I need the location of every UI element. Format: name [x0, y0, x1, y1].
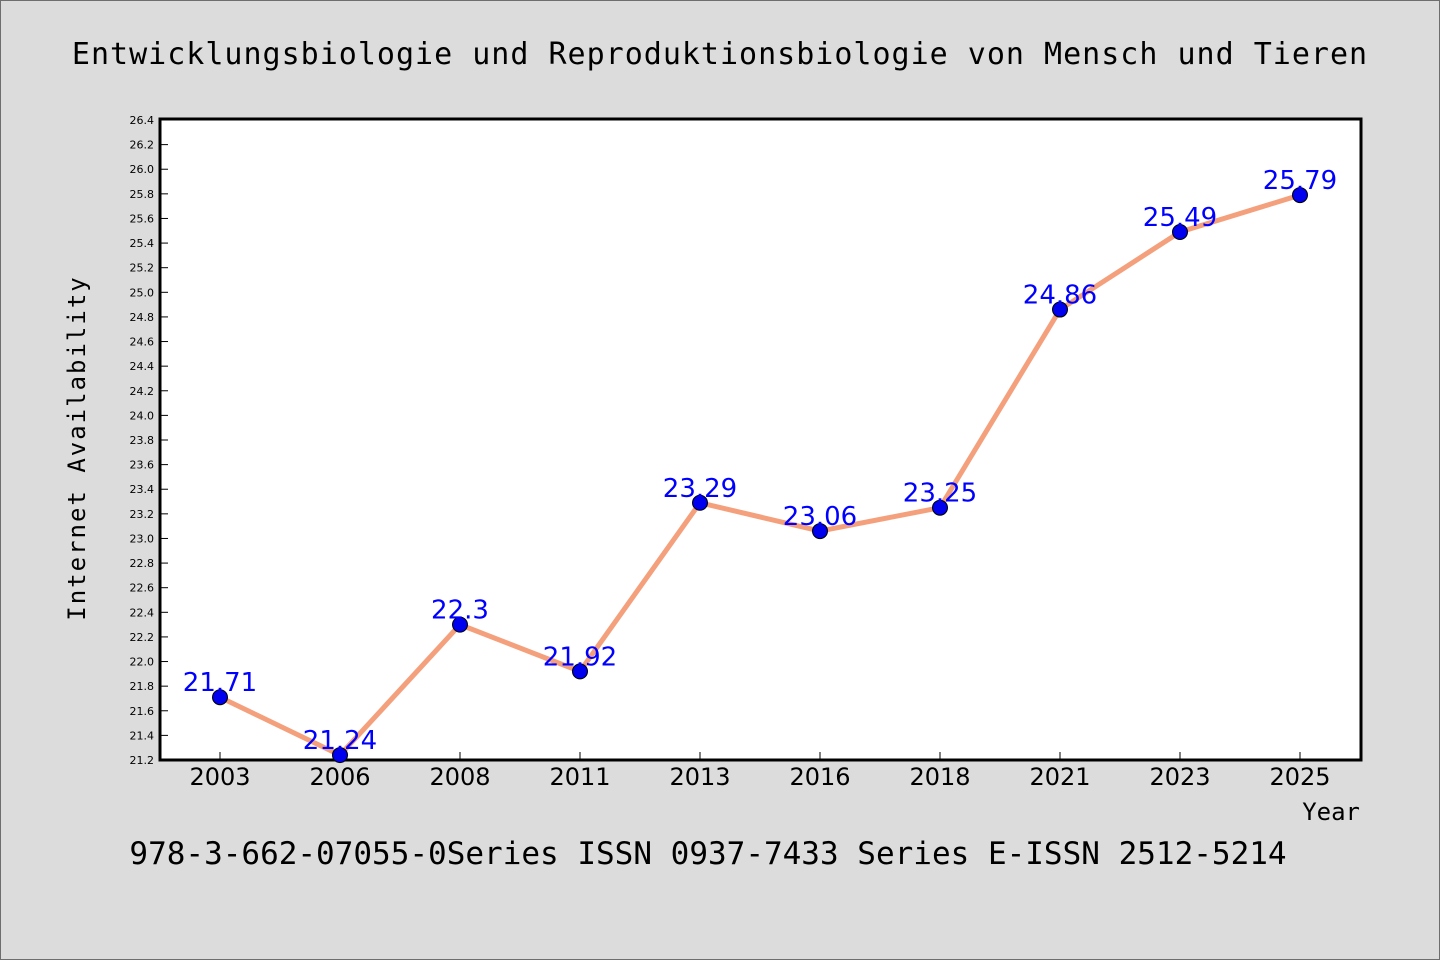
x-axis-label: Year — [1302, 798, 1360, 826]
y-tick-label: 25.6 — [130, 212, 155, 225]
y-tick-label: 24.2 — [130, 385, 155, 398]
data-point — [212, 689, 228, 706]
y-tick-label: 22.2 — [130, 631, 155, 644]
y-tick-label: 22.8 — [130, 557, 155, 570]
data-label: 21.71 — [183, 668, 257, 698]
x-tick-label: 2003 — [189, 763, 250, 791]
data-point — [692, 494, 708, 511]
data-point — [1172, 224, 1188, 240]
y-tick-label: 24.8 — [130, 311, 155, 324]
y-tick-label: 23.8 — [130, 434, 155, 447]
y-tick-label: 26.4 — [130, 114, 155, 127]
x-tick-label: 2025 — [1269, 763, 1330, 791]
y-tick-label: 21.2 — [130, 754, 155, 767]
x-tick-label: 2016 — [789, 763, 850, 791]
y-tick-label: 23.0 — [130, 532, 155, 545]
isbn-issn-footer: 978-3-662-07055-0Series ISSN 0937-7433 S… — [129, 836, 1286, 872]
data-label: 23.06 — [783, 502, 857, 532]
data-label: 24.86 — [1023, 281, 1097, 311]
x-axis-ticks: 2003 2006 2008 2011 2013 2016 2018 2021 2023 2025 — [189, 752, 1331, 791]
y-tick-label: 23.2 — [130, 508, 155, 521]
data-point — [452, 616, 468, 633]
plot-area — [158, 117, 1363, 762]
x-tick-label: 2011 — [549, 763, 610, 791]
x-tick-label: 2006 — [309, 763, 370, 791]
y-tick-label: 22.6 — [130, 582, 155, 595]
x-tick-label: 2018 — [909, 763, 970, 791]
y-axis-label: Internet Availability — [63, 275, 91, 620]
data-label: 22.3 — [431, 596, 489, 626]
y-tick-label: 22.4 — [130, 606, 155, 619]
x-tick-label: 2008 — [429, 763, 490, 791]
y-tick-label: 21.4 — [130, 729, 155, 742]
data-point — [932, 499, 948, 516]
y-tick-label: 24.0 — [130, 409, 155, 422]
x-tick-label: 2023 — [1149, 763, 1210, 791]
x-tick-label: 2013 — [669, 763, 730, 791]
y-tick-label: 21.8 — [130, 680, 155, 693]
data-point — [1052, 301, 1068, 318]
data-label: 21.24 — [303, 726, 377, 756]
data-point — [812, 523, 828, 540]
y-tick-label: 25.2 — [130, 262, 155, 275]
y-tick-label: 24.4 — [130, 360, 155, 373]
data-label: 23.25 — [903, 479, 977, 509]
data-point — [332, 747, 348, 764]
y-tick-label: 26.0 — [130, 163, 155, 176]
y-tick-label: 25.0 — [130, 286, 155, 299]
y-tick-label: 22.0 — [130, 656, 155, 669]
data-label: 25.79 — [1263, 166, 1337, 196]
data-point — [572, 663, 588, 680]
data-point — [1292, 187, 1308, 204]
series-path — [218, 192, 1301, 758]
data-label: 25.49 — [1143, 203, 1217, 233]
y-tick-label: 25.4 — [130, 237, 155, 250]
y-tick-label: 23.6 — [130, 459, 155, 472]
y-tick-label: 25.8 — [130, 188, 155, 201]
y-tick-label: 26.2 — [130, 139, 155, 152]
chart-title: Entwicklungsbiologie und Reproduktionsbi… — [72, 37, 1368, 72]
series-line: 21.71 21.24 22.3 21.92 23.29 23.06 23.25 24.86 2… — [183, 166, 1337, 764]
y-tick-label: 24.6 — [130, 336, 155, 349]
x-tick-label: 2021 — [1029, 763, 1090, 791]
data-label: 23.29 — [663, 474, 737, 504]
data-label: 21.92 — [543, 642, 617, 672]
y-axis-ticks: 21.2 21.4 21.6 21.8 22.0 22.2 22.4 22.6 22.8 23.0… — [130, 114, 168, 767]
y-tick-label: 23.4 — [130, 483, 155, 496]
y-tick-label: 21.6 — [130, 705, 155, 718]
